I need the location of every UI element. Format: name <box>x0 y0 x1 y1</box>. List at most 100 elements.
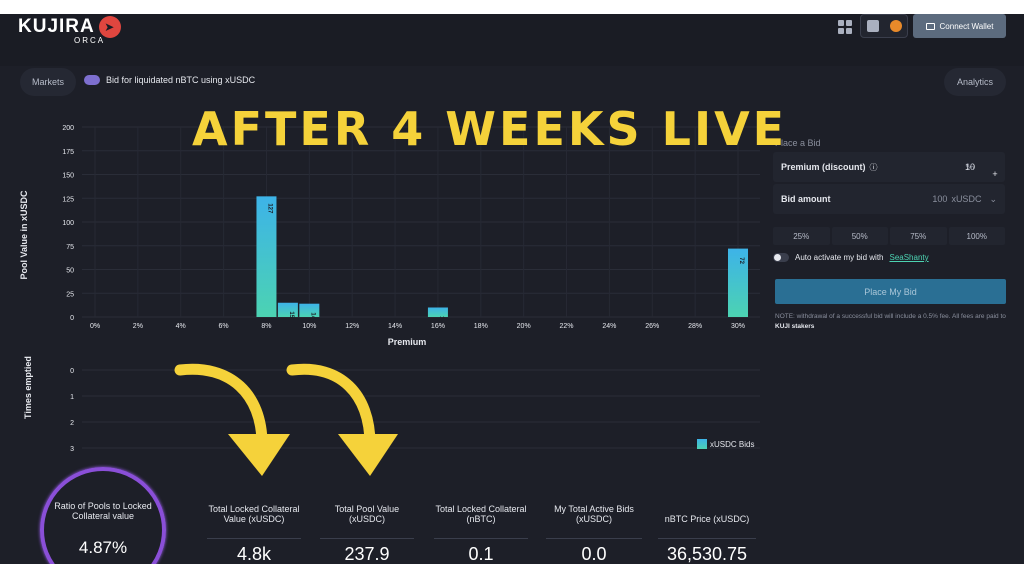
layers-icon <box>866 20 879 32</box>
breadcrumb: Bid for liquidated nBTC using xUSDC <box>84 75 255 85</box>
stat-label: My Total Active Bids (xUSDC) <box>554 504 634 524</box>
auto-activate-row: Auto activate my bid with SeaShanty <box>773 253 929 262</box>
pct-100-button[interactable]: 100% <box>948 227 1005 245</box>
stat-my-active-bids: My Total Active Bids (xUSDC) 0.0 <box>546 498 642 564</box>
stat-locked-collateral-value: Total Locked Collateral Value (xUSDC) 4.… <box>207 498 301 564</box>
connect-wallet-button[interactable]: Connect Wallet <box>913 14 1006 38</box>
stat-divider <box>320 538 414 539</box>
arrow-left-icon <box>174 363 268 450</box>
info-icon[interactable]: ⓘ <box>869 162 878 172</box>
panel-title: Place a Bid <box>775 138 821 148</box>
x-tick-label: 28% <box>688 323 702 330</box>
logo-subtitle: ORCA <box>74 36 106 45</box>
chart-legend: xUSDC Bids <box>697 439 754 449</box>
premium-unit: % <box>966 162 975 172</box>
x-tick-label: 8% <box>261 323 271 330</box>
bar-value-label: 14 <box>309 312 315 319</box>
pct-25-button[interactable]: 25% <box>773 227 830 245</box>
stat-label: nBTC Price (xUSDC) <box>664 514 750 524</box>
bar <box>256 196 277 317</box>
ratio-ring <box>40 467 166 564</box>
x-tick-label: 2% <box>133 323 143 330</box>
times-emptied-axis-label: Times emptied <box>23 356 33 419</box>
seashanty-link[interactable]: SeaShanty <box>889 253 929 262</box>
chevron-down-icon[interactable]: ⌄ <box>989 193 997 204</box>
y-tick-label: 3 <box>70 446 74 453</box>
premium-field[interactable]: Premium (discount) ⓘ 10 <box>773 152 1005 182</box>
logo[interactable]: KUJIRA ➤ ORCA <box>18 16 121 45</box>
kuji-stakers-link[interactable]: KUJI stakers <box>775 323 815 330</box>
stat-value: 237.9 <box>344 544 390 564</box>
arrow-right-head-icon <box>338 434 398 476</box>
stat-label: Total Locked Collateral Value (xUSDC) <box>208 504 300 524</box>
bar <box>277 302 298 317</box>
app-window: KUJIRA ➤ ORCA Connect Wallet Markets Bid… <box>0 14 1024 564</box>
chain-logo-icon <box>889 20 902 32</box>
analytics-button[interactable]: Analytics <box>944 68 1006 96</box>
fee-note-text: NOTE: withdrawal of a successful bid wil… <box>775 313 1006 320</box>
wallet-icon <box>925 22 935 30</box>
pct-50-button[interactable]: 50% <box>831 227 888 245</box>
bar-value-label: 10 <box>438 316 444 323</box>
stat-value: 36,530.75 <box>666 544 748 564</box>
x-tick-label: 6% <box>219 323 229 330</box>
stat-divider <box>434 538 528 539</box>
x-tick-label: 18% <box>474 323 488 330</box>
increment-icon[interactable]: + <box>992 168 998 179</box>
premium-axis-label: Premium <box>388 337 427 347</box>
orca-logo-icon: ➤ <box>98 16 121 38</box>
x-tick-label: 12% <box>345 323 359 330</box>
x-tick-label: 20% <box>517 323 531 330</box>
y-tick-label: 2 <box>70 420 74 427</box>
overlay-headline: AFTER 4 WEEKS LIVE <box>192 102 788 156</box>
stat-divider <box>658 538 756 539</box>
bar-value-label: 72 <box>738 257 744 264</box>
legend-swatch <box>697 439 707 449</box>
y-tick-label: 0 <box>70 368 74 375</box>
connect-wallet-label: Connect Wallet <box>939 21 994 31</box>
network-selector[interactable] <box>860 14 908 38</box>
apps-grid-icon[interactable] <box>838 20 852 34</box>
bid-amount-label: Bid amount <box>781 194 831 204</box>
stat-locked-collateral-nbtc: Total Locked Collateral (nBTC) 0.1 <box>434 498 528 564</box>
y-tick-label: 100 <box>62 220 74 227</box>
x-tick-label: 22% <box>560 323 574 330</box>
x-tick-label: 4% <box>176 323 186 330</box>
fee-note: NOTE: withdrawal of a successful bid wil… <box>775 312 1007 332</box>
bar <box>728 248 748 317</box>
logo-text: KUJIRA <box>18 16 95 37</box>
y-tick-label: 1 <box>70 394 74 401</box>
markets-button[interactable]: Markets <box>20 68 76 96</box>
x-tick-label: 16% <box>431 323 445 330</box>
bid-amount-field[interactable]: Bid amount 100 xUSDC ⌄ <box>773 184 1005 214</box>
x-tick-label: 26% <box>645 323 659 330</box>
stat-label: Total Locked Collateral (nBTC) <box>435 504 527 524</box>
stat-value: 0.1 <box>468 544 494 564</box>
breadcrumb-text: Bid for liquidated nBTC using xUSDC <box>106 75 256 85</box>
y-tick-label: 75 <box>66 244 74 251</box>
ratio-label: Ratio of Pools to Locked Collateral valu… <box>54 501 152 521</box>
stat-nbtc-price: nBTC Price (xUSDC) 36,530.75 <box>658 498 756 564</box>
premium-value: 10 <box>964 162 975 172</box>
bar-value-label: 15 <box>288 311 294 318</box>
x-tick-label: 24% <box>602 323 616 330</box>
top-bar: KUJIRA ➤ ORCA Connect Wallet <box>0 14 1024 66</box>
pct-75-button[interactable]: 75% <box>890 227 947 245</box>
stat-label: Total Pool Value (xUSDC) <box>334 504 400 524</box>
arrow-left-head-icon <box>228 434 290 476</box>
auto-activate-label: Auto activate my bid with <box>795 253 884 262</box>
x-tick-label: 10% <box>302 323 316 330</box>
y-tick-label: 150 <box>62 173 74 180</box>
bid-amount-unit: xUSDC <box>951 194 982 204</box>
auto-activate-toggle[interactable] <box>773 253 789 262</box>
y-tick-label: 0 <box>70 315 74 322</box>
bid-amount-value: 100 <box>932 194 948 204</box>
bar-value-label: 127 <box>266 203 272 214</box>
pool-value-axis-label: Pool Value in xUSDC <box>19 190 29 280</box>
place-bid-button[interactable]: Place My Bid <box>775 279 1006 304</box>
bar <box>427 307 448 317</box>
arrow-right-icon <box>286 363 376 450</box>
y-tick-label: 25 <box>66 291 74 298</box>
y-tick-label: 175 <box>62 149 74 156</box>
stat-value: 4.8k <box>236 544 272 564</box>
